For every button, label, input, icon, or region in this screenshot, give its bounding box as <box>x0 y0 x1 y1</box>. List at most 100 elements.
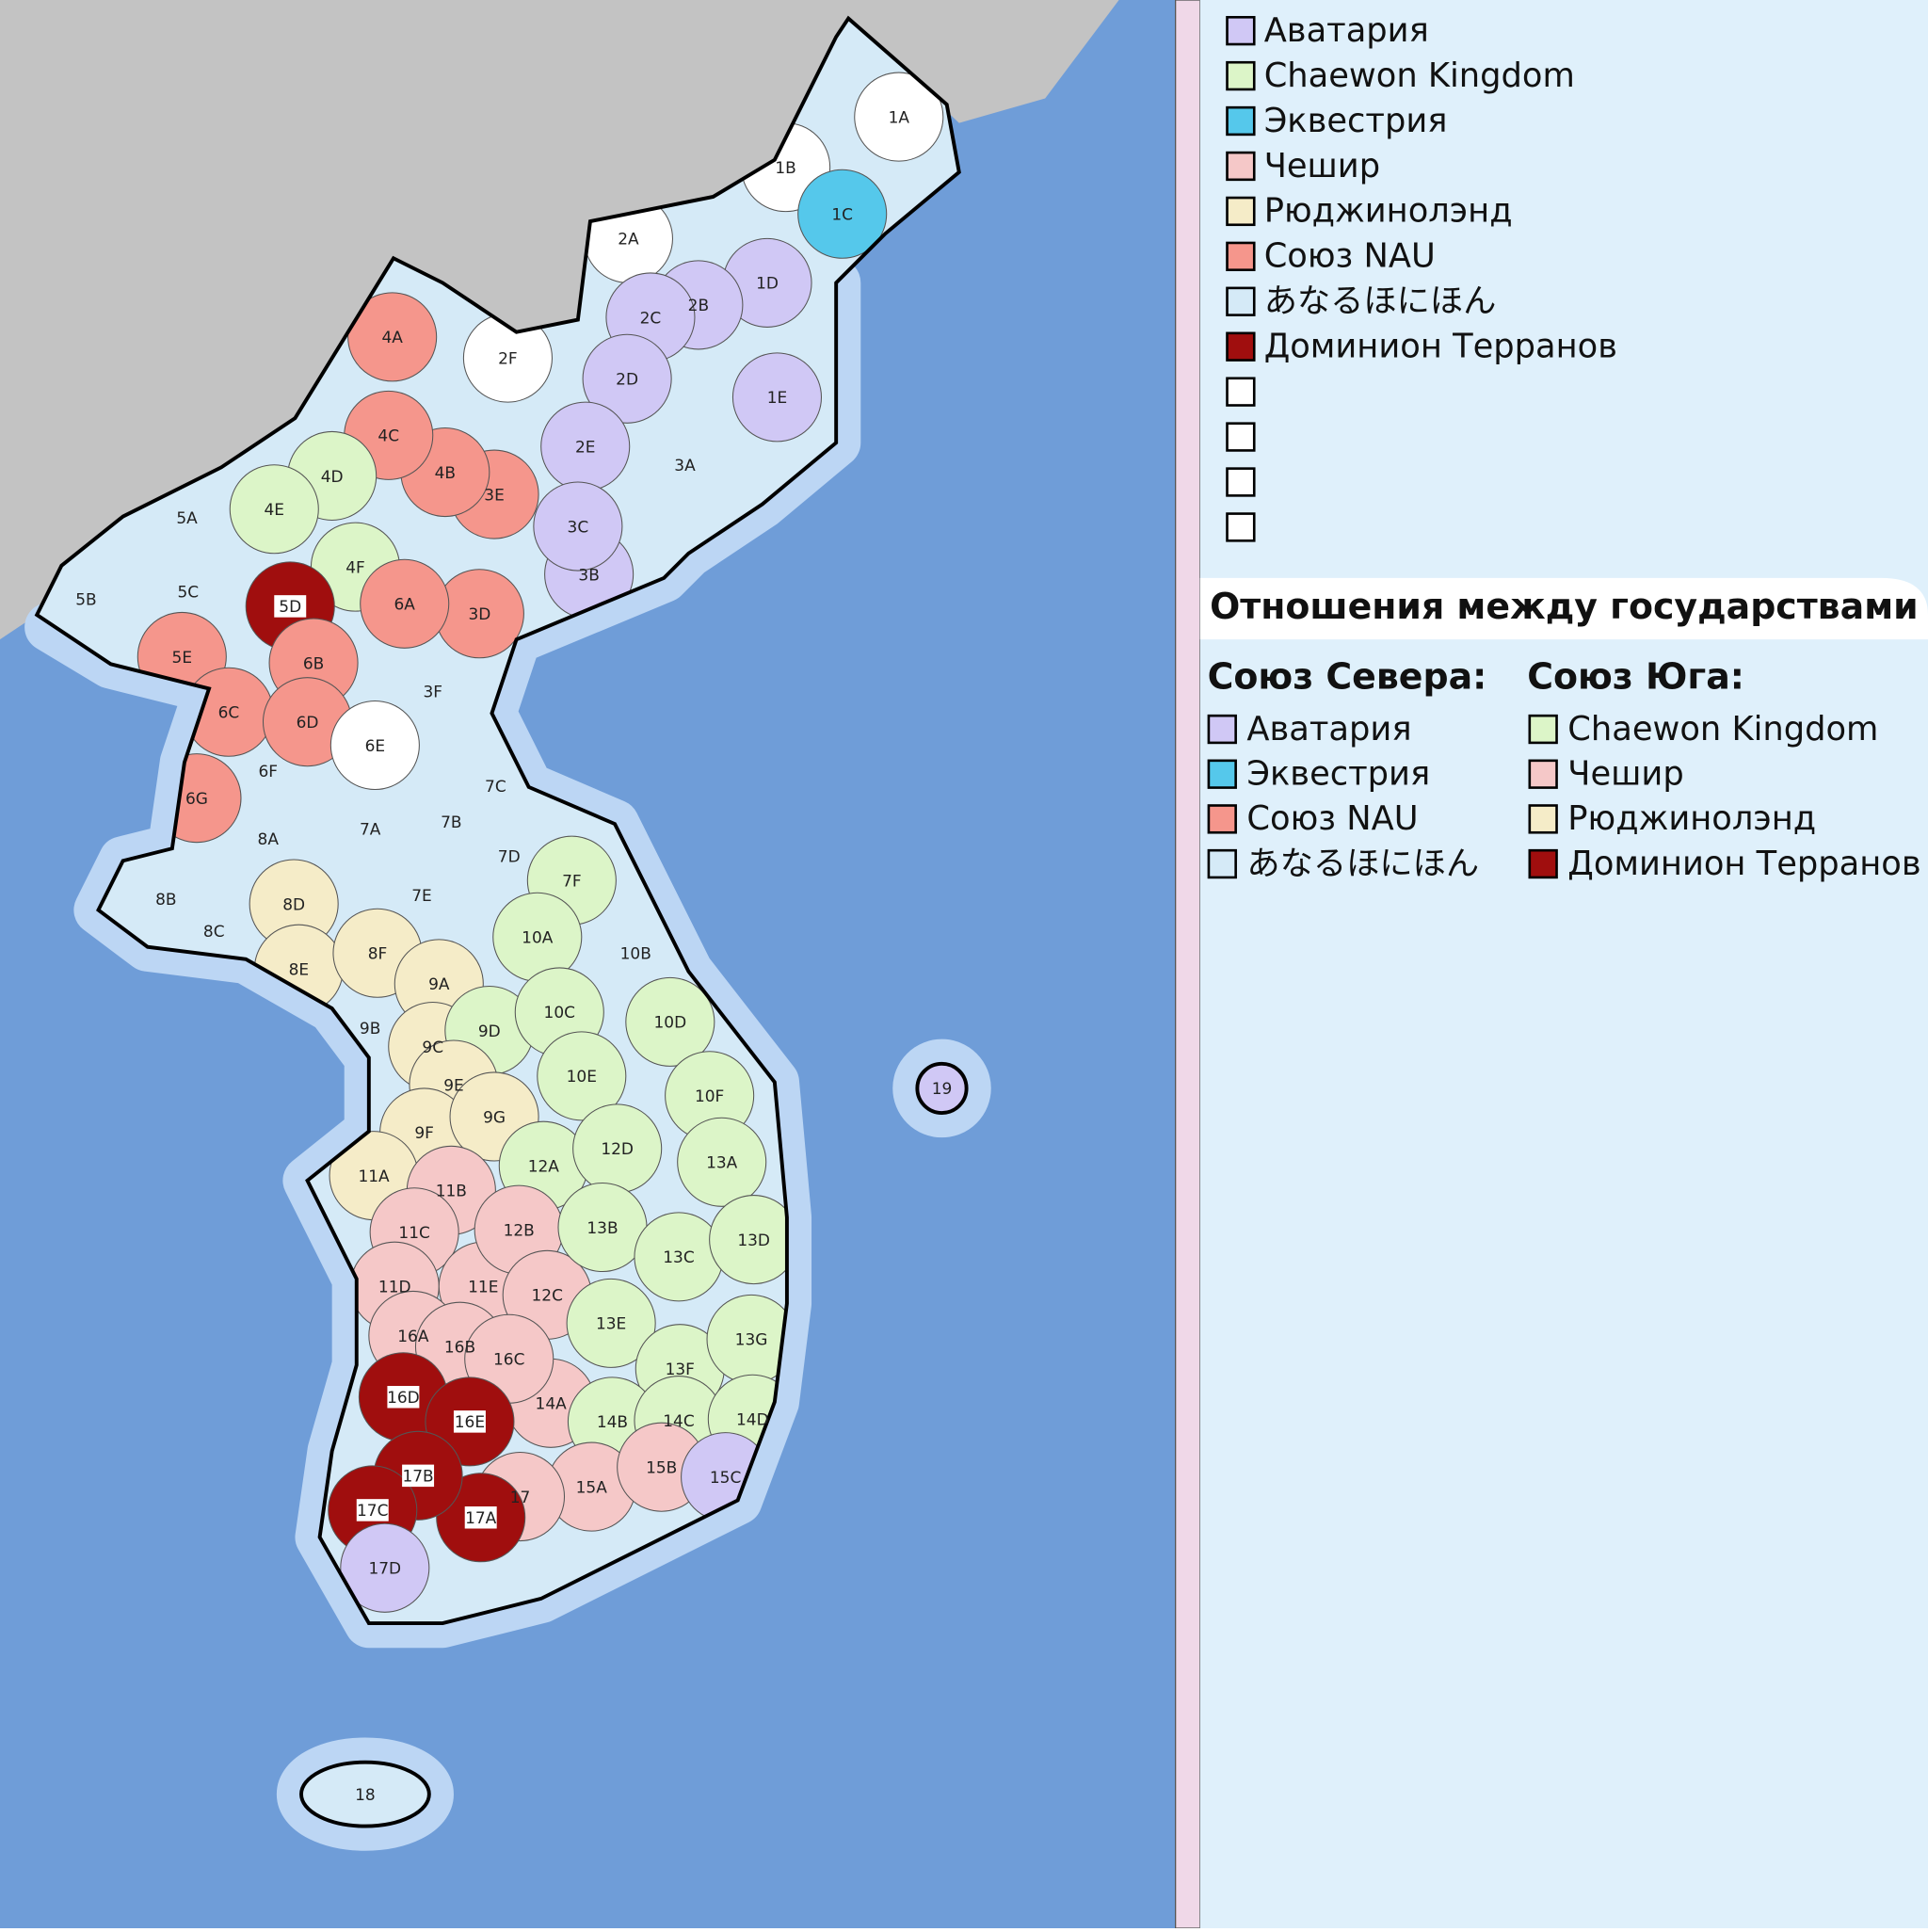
region-label: 8F <box>368 945 388 964</box>
region-label: 5D <box>279 598 301 617</box>
region-label: 4A <box>381 329 403 347</box>
legend-label: Аватария <box>1264 11 1429 50</box>
relation-swatch <box>1207 714 1237 745</box>
region-area <box>797 169 888 259</box>
side-stripe <box>1175 0 1201 1929</box>
region-label: 4F <box>345 558 365 577</box>
region-area <box>329 700 420 791</box>
legend-swatch <box>1226 105 1256 137</box>
region-label: 13F <box>666 1360 695 1379</box>
region-area <box>537 1031 627 1121</box>
region-label: 8B <box>155 891 176 910</box>
region-label: 3B <box>578 566 599 585</box>
region-label: 7C <box>485 778 506 797</box>
region-label: 8C <box>203 923 225 942</box>
region-label: 15A <box>576 1478 608 1497</box>
relation-swatch <box>1528 714 1558 745</box>
relation-member: Эквестрия <box>1246 755 1430 794</box>
relation-swatch <box>1207 759 1237 789</box>
region-label: 2C <box>640 309 662 328</box>
region-label: 17B <box>402 1468 433 1487</box>
region-label: 10D <box>654 1014 687 1033</box>
region-label: 16A <box>397 1328 429 1346</box>
region-area <box>582 333 672 424</box>
legend-swatch <box>1226 15 1256 46</box>
region-label: 5C <box>178 584 200 603</box>
region-label: 6D <box>297 714 319 733</box>
relations: Аватария Эквестрия Союз NAU あなるほにほん Chaewon … <box>1207 710 1921 883</box>
region-label: 17A <box>465 1509 497 1528</box>
region-area <box>677 1117 767 1207</box>
region-label: 12D <box>601 1140 634 1159</box>
label-box <box>274 595 307 618</box>
region-label: 13C <box>663 1248 694 1267</box>
region-area <box>229 464 319 555</box>
relation-swatch <box>1528 759 1558 789</box>
region-label: 8E <box>289 961 310 980</box>
region-label: 4B <box>435 464 456 483</box>
legend-swatch <box>1226 422 1256 452</box>
region-label: 16B <box>444 1339 475 1358</box>
region-area <box>360 558 450 649</box>
region-label: 4E <box>264 501 284 520</box>
region-label: 1D <box>756 275 779 294</box>
south-title: Союз Юга: <box>1527 655 1744 697</box>
relation-member: あなるほにほん <box>1246 845 1479 883</box>
legend-swatch <box>1226 377 1256 407</box>
region-label: 12C <box>531 1287 562 1306</box>
label-box <box>402 1464 435 1488</box>
region-label: 11C <box>398 1224 429 1243</box>
label-box <box>453 1410 486 1433</box>
mainland <box>0 0 1119 640</box>
region-label: 15B <box>646 1459 677 1478</box>
region-label: 13G <box>735 1331 768 1350</box>
label-box <box>356 1499 389 1521</box>
region-label: 5E <box>172 649 193 668</box>
region-area <box>625 976 715 1067</box>
legend-label: Chaewon Kingdom <box>1264 56 1575 95</box>
region-label: 11D <box>378 1279 411 1297</box>
region-area <box>566 1278 656 1368</box>
relation-member: Доминион Терранов <box>1567 845 1920 883</box>
region-label: 16C <box>493 1351 524 1370</box>
legend-swatch <box>1226 241 1256 271</box>
legend-label: Эквестрия <box>1264 102 1448 140</box>
label-box <box>464 1506 497 1529</box>
region-label: 10C <box>544 1004 575 1022</box>
region-label: 13E <box>596 1315 626 1334</box>
region-label: 9D <box>478 1022 501 1041</box>
relation-member: Аватария <box>1246 710 1411 749</box>
region-label: 9C <box>422 1038 443 1057</box>
region-label: 4C <box>378 427 399 446</box>
region-label: 7E <box>411 887 432 906</box>
legend-swatch <box>1226 196 1256 227</box>
region-label: 1A <box>889 108 910 127</box>
region-label: 15C <box>710 1469 741 1488</box>
relation-member: Союз NAU <box>1246 799 1418 838</box>
region-label: 16D <box>387 1389 420 1408</box>
region-label: 6E <box>365 737 386 756</box>
relations-banner <box>1199 577 1928 640</box>
island-outline <box>299 1760 431 1828</box>
legend-swatch <box>1226 331 1256 362</box>
region-label: 11E <box>468 1279 498 1297</box>
region-label: 6G <box>185 790 208 809</box>
region-label: 14B <box>597 1413 628 1432</box>
legend-label: Союз NAU <box>1264 237 1436 276</box>
region-label: 1C <box>831 206 853 225</box>
relation-member: Чешир <box>1567 755 1683 794</box>
region-label: 16E <box>455 1413 485 1432</box>
region-label: 7F <box>562 872 582 891</box>
legend-label: Доминион Терранов <box>1264 328 1617 366</box>
region-label: 14D <box>736 1411 769 1430</box>
region-label: 17C <box>357 1502 388 1521</box>
legend-label: あなるほにほん <box>1264 282 1497 321</box>
region-label: 13B <box>586 1219 618 1238</box>
relation-swatch <box>1528 804 1558 834</box>
legend-swatch <box>1226 151 1256 182</box>
relation-swatch <box>1528 848 1558 879</box>
legend-label: Рюджинолэнд <box>1264 192 1513 231</box>
region-label: 7B <box>441 813 461 832</box>
region-label: 6B <box>303 654 324 673</box>
region-area <box>533 481 623 572</box>
